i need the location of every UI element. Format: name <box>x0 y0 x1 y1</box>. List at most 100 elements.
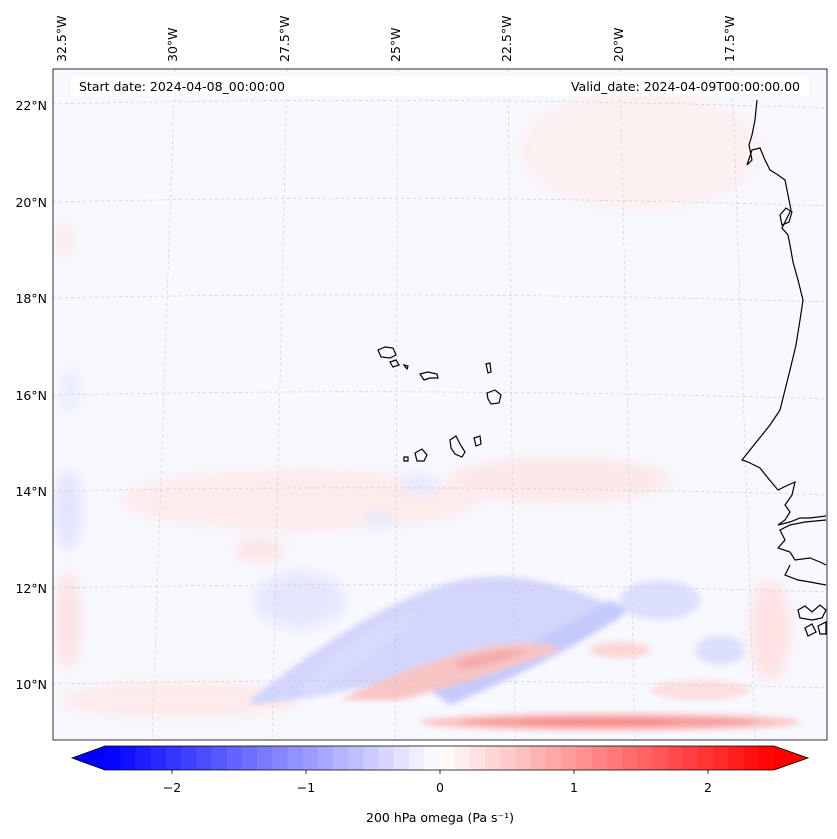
colorbar-bins <box>105 746 775 770</box>
colorbar-bin <box>713 746 729 770</box>
parallel-line <box>53 198 827 207</box>
colorbar-bin <box>576 746 593 770</box>
colorbar-bin <box>287 746 304 770</box>
latitude-labels: 22°N 20°N 18°N 16°N 14°N 12°N 10°N <box>15 98 47 692</box>
weak-positive-patch <box>56 570 80 670</box>
weak-positive-patch <box>57 222 73 258</box>
bissagos-islands <box>804 621 827 637</box>
colorbar-bin <box>165 746 182 770</box>
colorbar-bin <box>226 746 243 770</box>
omega-weak-patches <box>54 90 790 718</box>
colorbar-bin <box>241 746 258 770</box>
longitude-labels: 32.5°W 30°W 27.5°W 25°W 22.5°W 20°W 17.5… <box>54 16 737 62</box>
lat-label: 22°N <box>15 98 47 113</box>
colorbar-bin <box>500 746 517 770</box>
colorbar-bin <box>682 746 699 770</box>
gridlines <box>53 69 827 740</box>
island-sao-nicolau <box>419 371 439 381</box>
map-frame <box>52 68 828 741</box>
africa-coastline <box>740 99 827 526</box>
island-sal <box>485 362 492 374</box>
weak-negative-patch <box>62 368 78 412</box>
colorbar: −2 −1 0 1 2 200 hPa omega (Pa s⁻¹) <box>70 745 810 825</box>
colorbar-bin <box>637 746 653 770</box>
omega-band <box>250 576 750 705</box>
colorbar-bin <box>697 746 714 770</box>
island-santiago <box>449 435 466 458</box>
colorbar-label: 200 hPa omega (Pa s⁻¹) <box>366 810 514 825</box>
lat-label: 12°N <box>15 581 47 596</box>
meridian-line <box>507 69 516 740</box>
island-santa-luzia <box>402 364 409 371</box>
weak-positive-patch <box>235 538 285 562</box>
colorbar-bin <box>150 746 167 770</box>
island-boa-vista <box>486 389 502 405</box>
colorbar-tick-label: −1 <box>297 780 315 795</box>
weak-positive-patch <box>450 458 670 502</box>
colorbar-bin <box>272 746 289 770</box>
omega-field <box>54 90 800 731</box>
lat-label: 20°N <box>15 195 47 210</box>
parallel-line <box>53 100 827 109</box>
positive-patch <box>590 642 650 658</box>
parallel-line <box>53 294 827 303</box>
africa-coastline-south <box>776 519 827 566</box>
weak-positive-patch <box>520 90 760 210</box>
parallel-line <box>53 584 827 593</box>
lon-label: 17.5°W <box>722 16 737 62</box>
lat-label: 10°N <box>15 677 47 692</box>
meridian-line <box>151 69 176 740</box>
colorbar-bin <box>120 746 136 770</box>
weak-negative-patch <box>255 572 345 628</box>
colorbar-bin <box>561 746 577 770</box>
lon-label: 25°W <box>388 27 403 62</box>
colorbar-bin <box>530 746 547 770</box>
colorbar-bin <box>317 746 334 770</box>
cape-verde-islands <box>377 346 502 462</box>
colorbar-bin <box>348 746 365 770</box>
lon-label: 32.5°W <box>54 16 69 62</box>
colorbar-bin <box>545 746 562 770</box>
colorbar-high-extend <box>774 746 808 770</box>
island-sao-vicente <box>389 359 400 368</box>
colorbar-bin <box>758 746 775 770</box>
bissagos-islands <box>797 604 827 621</box>
lon-label: 20°W <box>611 27 626 62</box>
negative-patch <box>620 580 700 620</box>
colorbar-bin <box>333 746 349 770</box>
colorbar-tick-label: 0 <box>436 780 444 795</box>
colorbar-bin <box>606 746 623 770</box>
island-maio <box>473 435 482 447</box>
lon-label: 30°W <box>165 27 180 62</box>
parallel-line <box>53 680 827 689</box>
island-fogo <box>414 448 428 462</box>
colorbar-bin <box>591 746 608 770</box>
lat-label: 16°N <box>15 388 47 403</box>
lon-label: 27.5°W <box>277 16 292 62</box>
colorbar-tick-label: 1 <box>570 780 578 795</box>
colorbar-bin <box>652 746 669 770</box>
colorbar-bin <box>211 746 228 770</box>
lat-label: 14°N <box>15 484 47 499</box>
colorbar-ticks <box>171 770 709 774</box>
colorbar-bin <box>469 746 486 770</box>
island-brava <box>403 456 409 462</box>
colorbar-bin <box>424 746 441 770</box>
colorbar-bin <box>485 746 501 770</box>
colorbar-tick-label: −2 <box>163 780 181 795</box>
colorbar-outline <box>70 745 810 771</box>
colorbar-bin <box>105 746 121 770</box>
negative-band <box>300 610 420 700</box>
lon-label: 22.5°W <box>499 16 514 62</box>
valid-date-label: Valid_date: 2024-04-09T00:00:00.00 <box>571 79 800 94</box>
positive-strip <box>520 719 680 725</box>
island-santo-antao <box>377 346 397 359</box>
parallel-line <box>53 391 827 400</box>
weak-positive-patch <box>60 682 300 718</box>
colorbar-bin <box>135 746 152 770</box>
weak-positive-patch <box>750 580 790 680</box>
start-date-label: Start date: 2024-04-08_00:00:00 <box>79 79 285 94</box>
colorbar-bin <box>667 746 684 770</box>
colorbar-bin <box>454 746 471 770</box>
